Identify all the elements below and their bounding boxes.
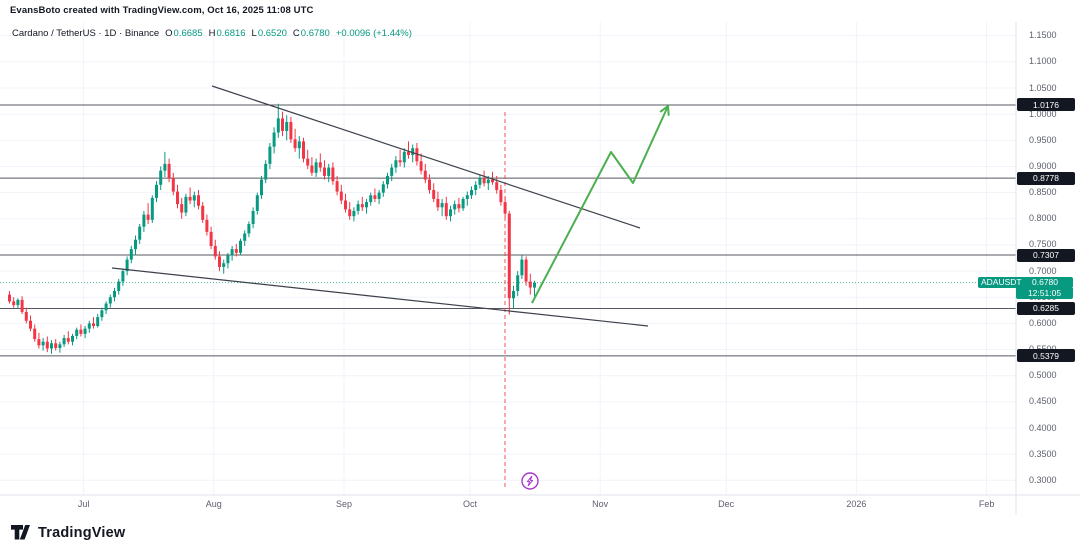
price-tick-label: 1.0000 xyxy=(1029,108,1057,119)
price-tick-label: 1.0500 xyxy=(1029,82,1057,93)
change-value: +0.0096 (+1.44%) xyxy=(335,28,412,39)
open-value: 0.6685 xyxy=(173,28,203,39)
ohlc-low: L 0.6520 xyxy=(252,28,287,39)
price-level-badge: 0.8778 xyxy=(1017,171,1075,185)
low-value: 0.6520 xyxy=(257,28,287,39)
tradingview-logo-icon xyxy=(11,525,30,540)
ohlc-close: C 0.6780 xyxy=(293,28,330,39)
time-axis-label: Feb xyxy=(978,499,995,509)
current-symbol-label: ADAUSDT xyxy=(981,277,1022,288)
price-tick-label: 0.8000 xyxy=(1029,213,1057,224)
current-price-row: ADAUSDT 0.6780 xyxy=(978,277,1073,289)
price-tick-label: 0.5500 xyxy=(1029,344,1057,355)
price-tick-label: 1.1500 xyxy=(1029,30,1057,41)
candle-countdown: 12:51:05 xyxy=(1016,288,1073,300)
ohlc-open: O 0.6685 xyxy=(165,28,202,39)
chart-legend: Cardano / TetherUS · 1D · Binance O 0.668… xyxy=(12,28,412,39)
high-label: H xyxy=(208,28,216,39)
brand-name: TradingView xyxy=(38,524,126,541)
countdown-value: 12:51:05 xyxy=(1027,288,1062,299)
current-price-value: 0.6780 xyxy=(1032,277,1058,288)
price-tick-label: 1.1000 xyxy=(1029,56,1057,67)
time-axis[interactable]: Jul Aug Sep Oct Nov Dec 2026 Feb xyxy=(0,495,1016,515)
price-level-badge: 0.7307 xyxy=(1017,248,1075,262)
price-level-badge: 0.5379 xyxy=(1017,349,1075,363)
price-tick-label: 0.3000 xyxy=(1029,474,1057,485)
price-tick-label: 0.6000 xyxy=(1029,317,1057,328)
price-tick-label: 0.9000 xyxy=(1029,161,1057,171)
time-axis-label: Jul xyxy=(77,499,90,509)
ohlc-high: H 0.6816 xyxy=(209,28,246,39)
close-label: C xyxy=(292,28,300,39)
time-axis-label: Dec xyxy=(718,499,735,509)
price-level-badge: 0.6285 xyxy=(1017,301,1075,315)
price-tick-label: 0.4000 xyxy=(1029,422,1057,433)
high-value: 0.6816 xyxy=(216,28,246,39)
current-price-badge: ADAUSDT 0.6780 12:51:05 xyxy=(978,277,1073,300)
price-tick-label: 0.7000 xyxy=(1029,265,1057,276)
time-axis-label: Aug xyxy=(205,499,222,509)
time-axis-label: 2026 xyxy=(846,499,867,509)
price-axis[interactable]: 1.1500 1.1000 1.0500 1.0000 0.9500 0.9000 0.85… xyxy=(1016,22,1080,495)
tradingview-branding[interactable]: TradingView xyxy=(10,524,125,541)
time-axis-label: Sep xyxy=(335,499,353,509)
open-label: O xyxy=(165,28,173,39)
price-tick-label: 0.9500 xyxy=(1029,134,1057,145)
time-axis-label: Nov xyxy=(592,499,609,509)
time-axis-label: Oct xyxy=(462,499,478,509)
price-tick-label: 0.3500 xyxy=(1029,448,1057,459)
price-level-badge: 1.0176 xyxy=(1017,98,1075,112)
price-tick-label: 0.7500 xyxy=(1029,239,1057,250)
event-lightning-icon[interactable] xyxy=(521,472,539,490)
close-value: 0.6780 xyxy=(300,28,330,39)
price-tick-label: 0.8500 xyxy=(1029,187,1057,198)
symbol-title[interactable]: Cardano / TetherUS · 1D · Binance xyxy=(12,28,160,39)
low-label: L xyxy=(251,28,257,39)
attribution-text: EvansBoto created with TradingView.com, … xyxy=(10,5,314,16)
price-tick-label: 0.4500 xyxy=(1029,396,1057,407)
price-tick-label: 0.5000 xyxy=(1029,370,1057,381)
